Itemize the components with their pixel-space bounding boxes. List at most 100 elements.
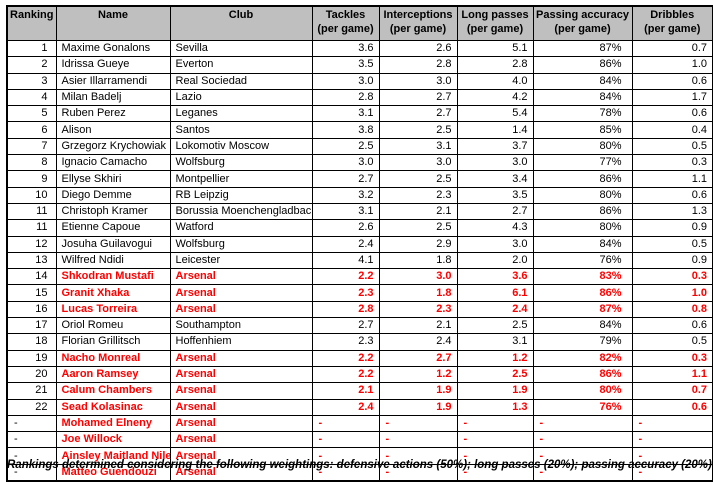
cell-interceptions: 2.5 xyxy=(378,170,458,188)
cell-interceptions: 2.6 xyxy=(378,39,458,58)
cell-passing-accuracy: 80% xyxy=(532,382,633,400)
table-row: - Mohamed Elneny Arsenal - - - - - xyxy=(6,414,713,433)
cell-long-passes: 4.2 xyxy=(456,88,534,107)
cell-long-passes: - xyxy=(456,431,534,449)
cell-long-passes: 4.0 xyxy=(456,72,534,90)
cell-ranking: 3 xyxy=(6,72,57,90)
cell-interceptions: 2.5 xyxy=(378,219,458,237)
cell-club: Borussia Moenchengladbach xyxy=(169,202,313,221)
cell-dribbles: - xyxy=(631,414,713,433)
cell-club: Arsenal xyxy=(169,447,313,465)
cell-tackles: 2.8 xyxy=(311,88,380,107)
cell-club: Arsenal xyxy=(169,300,313,319)
header-label: Tackles xyxy=(325,9,366,21)
cell-tackles: 2.3 xyxy=(311,284,380,302)
cell-name: Granit Xhaka xyxy=(55,284,171,302)
table-row: 2 Idrissa Gueye Everton 3.5 2.8 2.8 86% … xyxy=(6,56,713,74)
table-row: 21 Calum Chambers Arsenal 2.1 1.9 1.9 80… xyxy=(6,382,713,400)
header-sublabel xyxy=(171,23,311,37)
cell-long-passes: 1.4 xyxy=(456,121,534,139)
table-row: 8 Ignacio Camacho Wolfsburg 3.0 3.0 3.0 … xyxy=(6,154,713,172)
cell-tackles: 2.5 xyxy=(311,137,380,156)
cell-dribbles: 1.0 xyxy=(631,56,713,74)
cell-ranking: - xyxy=(6,447,57,465)
cell-name: Maxime Gonalons xyxy=(55,39,171,58)
table-body: 1 Maxime Gonalons Sevilla 3.6 2.6 5.1 87… xyxy=(6,39,713,482)
cell-tackles: 2.8 xyxy=(311,300,380,319)
cell-interceptions: 2.4 xyxy=(378,333,458,351)
cell-name: Grzegorz Krychowiak xyxy=(55,137,171,156)
cell-name: Josuha Guilavogui xyxy=(55,235,171,253)
cell-dribbles: 1.0 xyxy=(631,284,713,302)
cell-passing-accuracy: 86% xyxy=(532,284,633,302)
cell-long-passes: 1.3 xyxy=(456,398,534,416)
cell-interceptions: 3.1 xyxy=(378,137,458,156)
table-row: 14 Shkodran Mustafi Arsenal 2.2 3.0 3.6 … xyxy=(6,268,713,286)
cell-tackles: 2.3 xyxy=(311,333,380,351)
cell-tackles: 3.8 xyxy=(311,121,380,139)
rankings-sheet: Ranking Name Club Tackles (per game) Inte… xyxy=(6,5,713,482)
cell-club: Wolfsburg xyxy=(169,154,313,172)
table-row: 15 Granit Xhaka Arsenal 2.3 1.8 6.1 86% … xyxy=(6,284,713,302)
cell-club: Leganes xyxy=(169,105,313,123)
cell-name: Joe Willock xyxy=(55,431,171,449)
cell-ranking: 21 xyxy=(6,382,57,400)
cell-club: Lazio xyxy=(169,88,313,107)
cell-name: Diego Demme xyxy=(55,186,171,204)
cell-club: Sevilla xyxy=(169,39,313,58)
cell-tackles: 3.0 xyxy=(311,72,380,90)
table-row: 17 Oriol Romeu Southampton 2.7 2.1 2.5 8… xyxy=(6,317,713,335)
cell-dribbles: 0.6 xyxy=(631,72,713,90)
cell-dribbles: 1.3 xyxy=(631,202,713,221)
cell-tackles: 2.1 xyxy=(311,382,380,400)
column-header-passing-accuracy: Passing accuracy (per game) xyxy=(532,5,633,41)
cell-long-passes: 3.0 xyxy=(456,235,534,253)
cell-long-passes: 5.1 xyxy=(456,39,534,58)
cell-long-passes: - xyxy=(456,414,534,433)
cell-dribbles: 0.4 xyxy=(631,121,713,139)
cell-name: Etienne Capoue xyxy=(55,219,171,237)
cell-interceptions: 2.5 xyxy=(378,121,458,139)
cell-dribbles: 1.1 xyxy=(631,365,713,384)
cell-name: Oriol Romeu xyxy=(55,317,171,335)
cell-ranking: 17 xyxy=(6,317,57,335)
table-row: 10 Diego Demme RB Leipzig 3.2 2.3 3.5 80… xyxy=(6,186,713,204)
cell-tackles: 3.5 xyxy=(311,56,380,74)
table-row: - Joe Willock Arsenal - - - - - xyxy=(6,431,713,449)
cell-passing-accuracy: 84% xyxy=(532,235,633,253)
column-header-club: Club xyxy=(169,5,313,41)
cell-dribbles: 0.6 xyxy=(631,317,713,335)
header-row: Ranking Name Club Tackles (per game) Inte… xyxy=(6,5,713,41)
table-row: 7 Grzegorz Krychowiak Lokomotiv Moscow 2… xyxy=(6,137,713,156)
cell-interceptions: 2.3 xyxy=(378,300,458,319)
cell-ranking: 22 xyxy=(6,398,57,416)
cell-name: Ellyse Skhiri xyxy=(55,170,171,188)
cell-dribbles: 0.5 xyxy=(631,137,713,156)
cell-long-passes: 1.9 xyxy=(456,382,534,400)
table-row: 11 Etienne Capoue Watford 2.6 2.5 4.3 80… xyxy=(6,219,713,237)
cell-club: Arsenal xyxy=(169,349,313,367)
cell-long-passes: 1.2 xyxy=(456,349,534,367)
cell-passing-accuracy: 85% xyxy=(532,121,633,139)
cell-name: Ignacio Camacho xyxy=(55,154,171,172)
cell-tackles: - xyxy=(311,431,380,449)
column-header-ranking: Ranking xyxy=(6,5,57,41)
cell-club: Arsenal xyxy=(169,382,313,400)
cell-ranking: - xyxy=(6,431,57,449)
cell-long-passes: 2.0 xyxy=(456,251,534,270)
cell-passing-accuracy: 84% xyxy=(532,72,633,90)
cell-dribbles: 1.1 xyxy=(631,170,713,188)
table-row: 20 Aaron Ramsey Arsenal 2.2 1.2 2.5 86% … xyxy=(6,365,713,384)
cell-name: Wilfred Ndidi xyxy=(55,251,171,270)
cell-long-passes: 6.1 xyxy=(456,284,534,302)
header-label: Club xyxy=(228,9,254,21)
cell-interceptions: - xyxy=(378,431,458,449)
table-row: 6 Alison Santos 3.8 2.5 1.4 85% 0.4 xyxy=(6,121,713,139)
cell-name: Shkodran Mustafi xyxy=(55,268,171,286)
table-row: - Ainsley Maitland Niles Arsenal - - - -… xyxy=(6,447,713,465)
cell-passing-accuracy: 80% xyxy=(532,137,633,156)
cell-passing-accuracy: 82% xyxy=(532,349,633,367)
cell-ranking: 20 xyxy=(6,365,57,384)
cell-dribbles: 0.6 xyxy=(631,186,713,204)
cell-passing-accuracy: 80% xyxy=(532,219,633,237)
